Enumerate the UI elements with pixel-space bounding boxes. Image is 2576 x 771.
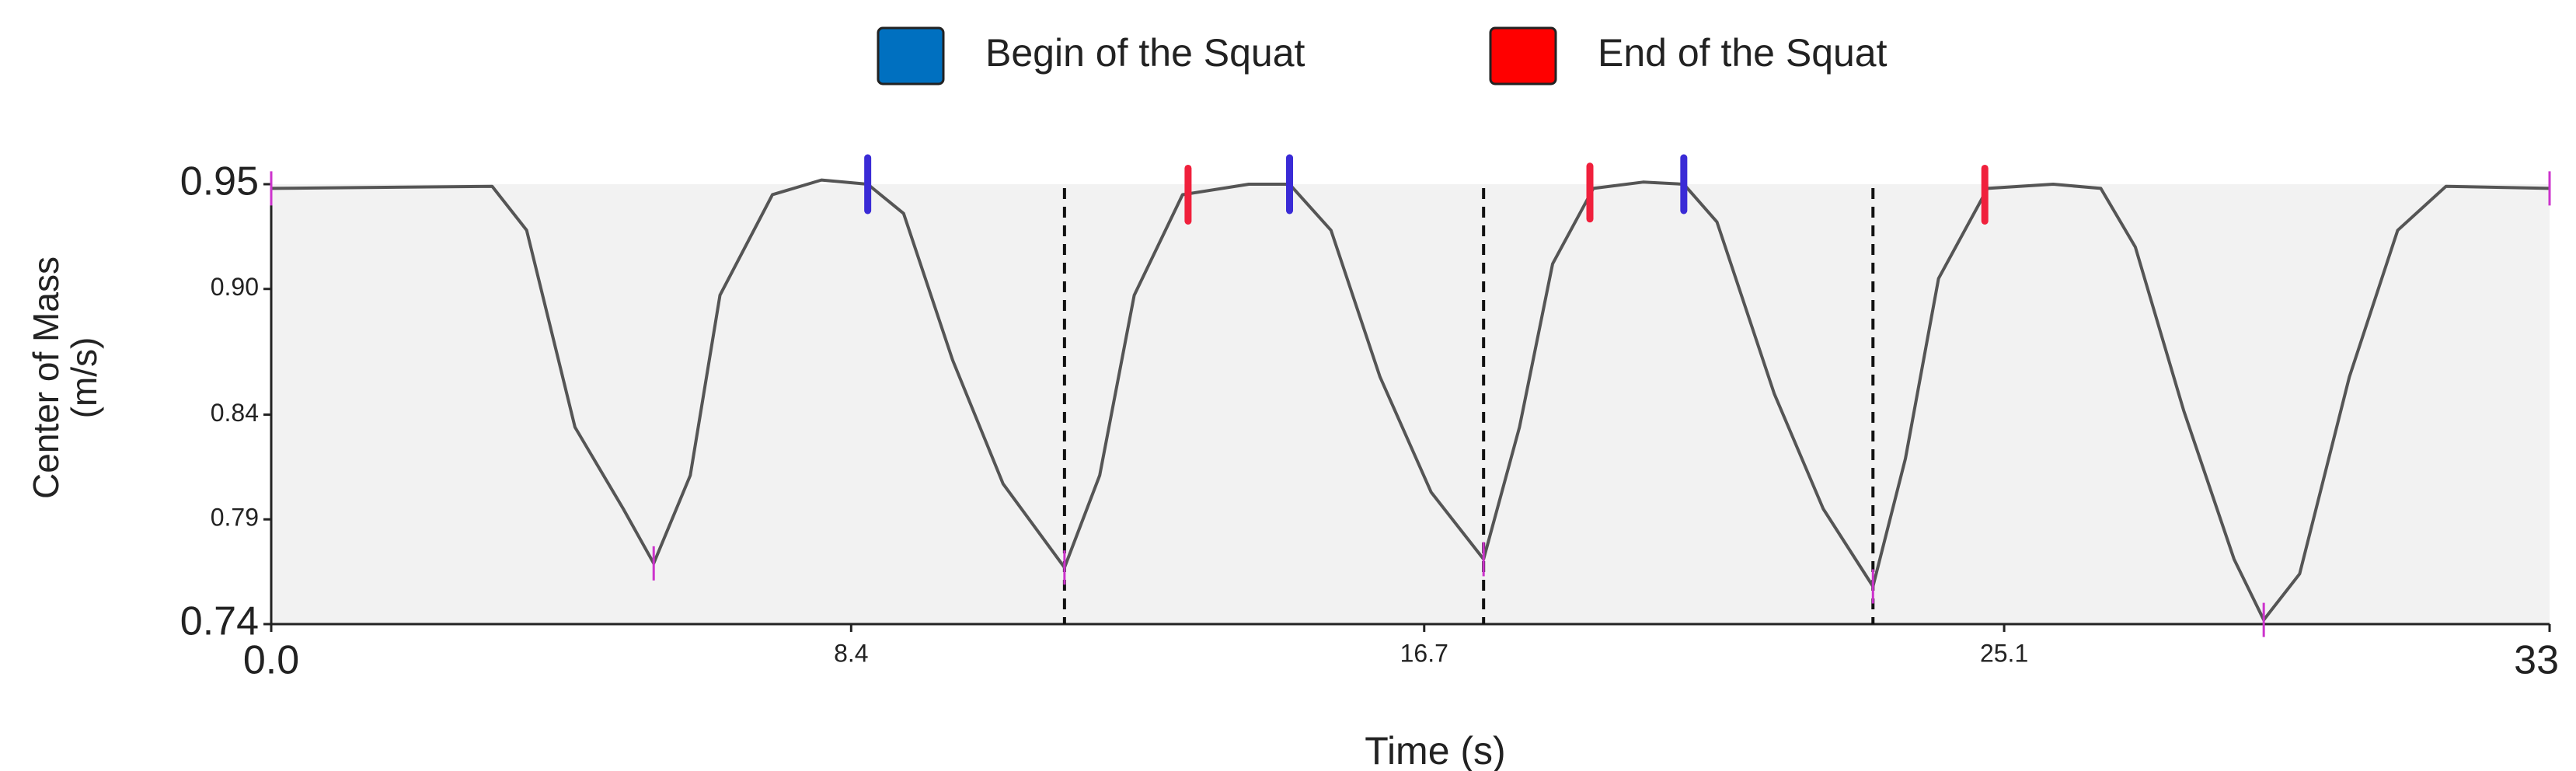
y-tick-label: 0.74 bbox=[180, 599, 259, 644]
y-tick-label: 0.95 bbox=[180, 159, 259, 204]
x-tick-label: 16.7 bbox=[1400, 639, 1448, 667]
y-tick-label: 0.84 bbox=[211, 399, 259, 427]
y-axis-label: Center of Mass bbox=[26, 256, 66, 499]
y-tick-label: 0.90 bbox=[211, 273, 259, 301]
legend-swatch bbox=[1489, 26, 1557, 85]
y-axis-label: (m/s) bbox=[64, 337, 104, 419]
legend-label: Begin of the Squat bbox=[985, 31, 1305, 75]
x-tick-label: 0.0 bbox=[243, 638, 299, 683]
plot-area bbox=[271, 184, 2550, 624]
legend-label: End of the Squat bbox=[1598, 31, 1888, 75]
y-tick-label: 0.79 bbox=[211, 504, 259, 532]
x-tick-label: 8.4 bbox=[834, 639, 868, 667]
legend-swatch bbox=[877, 26, 945, 85]
x-tick-label: 25.1 bbox=[1980, 639, 2028, 667]
x-axis-label: Time (s) bbox=[1365, 729, 1505, 771]
x-tick-label: 33 bbox=[2514, 638, 2559, 683]
